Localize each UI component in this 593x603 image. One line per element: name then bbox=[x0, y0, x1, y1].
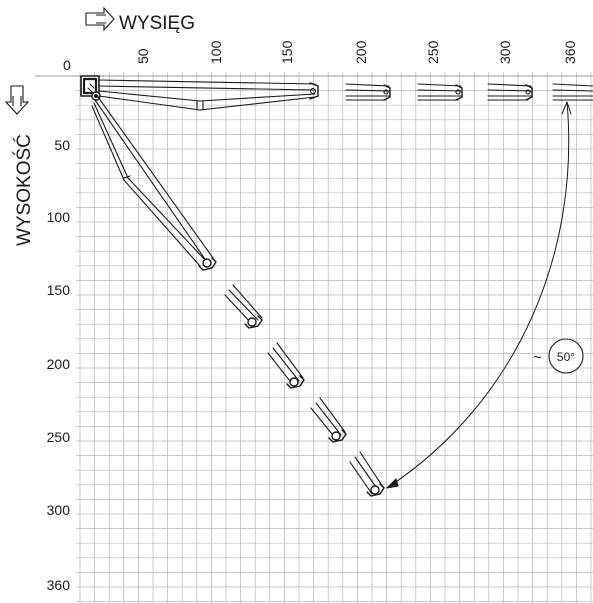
height-arrow-icon bbox=[4, 85, 30, 115]
extension-segment bbox=[345, 83, 391, 101]
boom-extension-segments-diagonal bbox=[224, 284, 385, 497]
reach-axis-title: WYSIĘG bbox=[85, 6, 195, 34]
height-tick-label: 150 bbox=[47, 282, 71, 298]
angle-callout: ~ 50° bbox=[533, 338, 584, 374]
angle-prefix: ~ bbox=[533, 349, 542, 366]
height-tick-labels: 50 100 150 200 250 300 360 bbox=[47, 137, 71, 593]
height-tick-label: 250 bbox=[47, 429, 71, 445]
origin-label: 0 bbox=[63, 57, 71, 73]
height-axis-title: WYSOKOŚĆ bbox=[4, 85, 35, 246]
reach-tick-label: 360 bbox=[562, 40, 578, 64]
reach-tick-labels: 50 100 150 200 250 300 360 bbox=[135, 40, 578, 64]
extension-segment bbox=[349, 451, 385, 497]
height-label: WYSOKOŚĆ bbox=[13, 134, 35, 246]
reach-tick-label: 150 bbox=[279, 40, 295, 64]
boom-diagonal bbox=[91, 96, 217, 271]
reach-tick-label: 200 bbox=[353, 40, 369, 64]
reach-tick-label: 100 bbox=[208, 40, 224, 64]
angle-label: 50° bbox=[557, 350, 575, 364]
height-tick-label: 50 bbox=[54, 137, 70, 153]
height-tick-label: 300 bbox=[47, 502, 71, 518]
height-tick-label: 100 bbox=[47, 209, 71, 225]
reach-tick-label: 250 bbox=[425, 40, 441, 64]
reach-arrow-icon bbox=[85, 6, 115, 32]
swing-arc bbox=[386, 101, 572, 489]
height-tick-label: 360 bbox=[47, 577, 71, 593]
reach-tick-label: 300 bbox=[497, 40, 513, 64]
extension-segment bbox=[267, 342, 305, 389]
extension-segment bbox=[552, 83, 593, 101]
reach-label: WYSIĘG bbox=[119, 13, 195, 34]
grid bbox=[35, 72, 593, 603]
extension-segment bbox=[224, 284, 263, 329]
crane-base bbox=[80, 75, 101, 101]
reach-tick-label: 50 bbox=[135, 48, 151, 64]
extension-segment bbox=[310, 397, 347, 443]
boom-horizontal bbox=[98, 79, 319, 111]
extension-segment bbox=[487, 83, 533, 101]
height-tick-label: 200 bbox=[47, 356, 71, 372]
crane-boom-drawing bbox=[80, 75, 593, 497]
boom-extension-segments-horizontal bbox=[345, 83, 593, 101]
extension-segment bbox=[417, 83, 463, 101]
